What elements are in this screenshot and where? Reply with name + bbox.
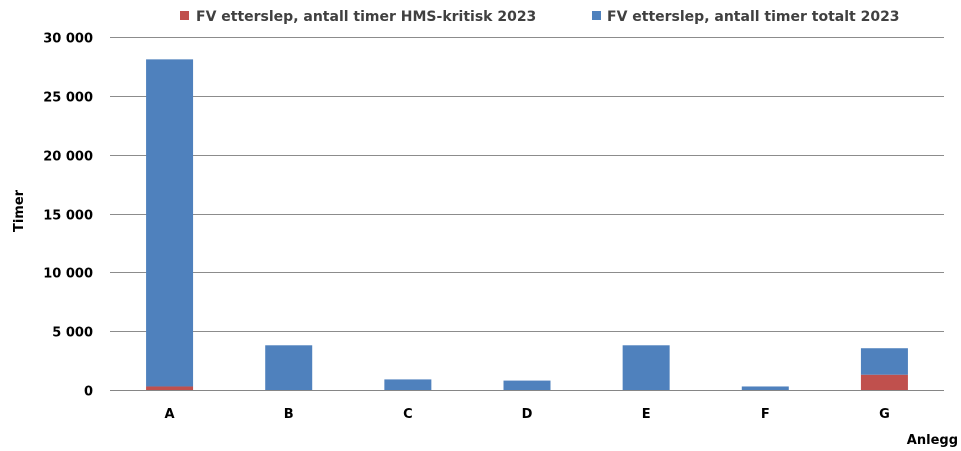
bar-b-series-1 [265,345,313,390]
x-tick-label: C [403,407,413,422]
bar-d-series-1 [503,380,551,390]
y-tick-label: 25 000 [43,91,93,106]
x-tick-label: F [761,407,770,422]
bar-g-series-1 [860,348,908,375]
y-tick-label: 10 000 [43,267,93,282]
legend-label-hms-kritisk: FV etterslep, antall timer HMS-kritisk 2… [196,9,536,25]
bar-e-series-1 [622,345,670,390]
bar-g-series-0 [860,374,908,390]
bar-c-series-1 [384,379,432,390]
y-axis-tick-labels: 0 5 000 10 000 15 000 20 000 25 000 30 000 [43,32,93,400]
y-tick-label: 15 000 [43,209,93,224]
y-tick-label: 5 000 [52,326,93,341]
y-tick-label: 0 [84,385,93,400]
bar-a-series-0 [146,386,194,390]
legend-swatch-hms-kritisk [180,11,189,20]
x-axis-title: Anlegg [907,433,958,448]
legend-swatch-totalt [592,11,601,20]
legend-label-totalt: FV etterslep, antall timer totalt 2023 [607,9,900,25]
y-axis-title: Timer [12,189,27,232]
x-axis-tick-labels: A B C D E F G [165,407,890,422]
x-tick-label: E [642,407,651,422]
x-tick-label: G [879,407,890,422]
bar-f-series-1 [741,386,789,390]
legend: FV etterslep, antall timer HMS-kritisk 2… [180,9,900,25]
bars [146,59,908,390]
bar-a-series-1 [146,59,194,387]
x-tick-label: D [522,407,533,422]
x-tick-label: B [284,407,294,422]
gridlines [110,37,944,391]
x-tick-label: A [165,407,175,422]
y-tick-label: 30 000 [43,32,93,47]
y-tick-label: 20 000 [43,150,93,165]
